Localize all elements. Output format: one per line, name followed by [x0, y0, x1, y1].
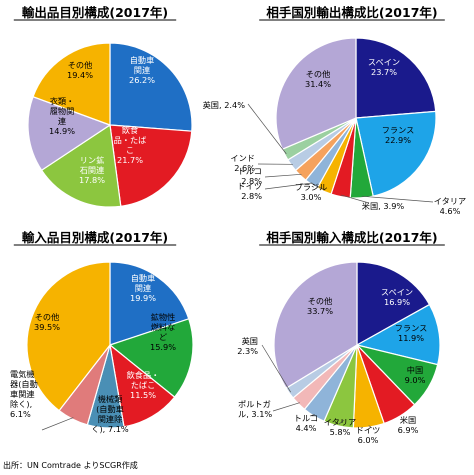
slice-label: 米国 6.9% [398, 415, 419, 435]
slice-label: 機械類(自動車関連除く), 7.1% [91, 394, 129, 434]
leader-line [247, 103, 287, 155]
slice-label: ブラジル 3.0% [295, 182, 328, 202]
leader-line [338, 419, 345, 425]
pie-slice [355, 37, 437, 119]
slice-label: トルコ 2.8% [238, 166, 263, 186]
slice-label: フランス 11.9% [395, 323, 428, 343]
slice-label: ドイツ 2.8% [237, 181, 262, 201]
leader-line [368, 425, 373, 429]
slice-label: 米国, 3.9% [362, 201, 405, 211]
slice-label: 英国, 2.4% [203, 100, 246, 110]
slice-label: インド 2.6% [230, 153, 255, 173]
pie-slice [275, 37, 357, 150]
pie-slice [355, 110, 437, 197]
pie-slice [40, 123, 122, 208]
slice-label: その他 39.5% [34, 312, 60, 332]
leader-line [361, 195, 434, 203]
slice-label: 電気機器(自動車関連除く), 6.1% [10, 369, 38, 419]
pie-slice [108, 318, 194, 398]
slice-label: その他 31.4% [305, 69, 331, 89]
pie-chart-4: 相手国別輸入構成比(2017年) スペイン 16.9% フランス 11.9% 中国 9.0%… [237, 230, 445, 445]
slice-label: リン鉱石関連 17.8% [79, 155, 105, 185]
leader-line [41, 417, 74, 431]
leader-line [261, 344, 291, 393]
chart-title: 相手国別輸入構成比(2017年) [266, 230, 437, 245]
slice-label: 自動車関連 26.2% [129, 55, 155, 85]
slice-label: イタリア 5.8% [324, 417, 356, 437]
slice-label: その他 33.7% [307, 296, 333, 316]
leader-line [310, 182, 325, 191]
slice-label: その他 19.4% [67, 60, 93, 80]
pie-slice [109, 124, 193, 207]
pie-slice [273, 261, 358, 389]
slice-label: 飲食品・たばこ 21.7% [114, 125, 147, 165]
slice-label: ポルトガル, 3.1% [238, 399, 272, 419]
pie-slice [109, 42, 193, 132]
chart-title: 輸出品目別構成(2017年) [22, 5, 168, 20]
pie-slice [32, 42, 111, 126]
source-note: 出所：UN Comtrade よりSCGR作成 [3, 460, 138, 470]
pie-slice [26, 261, 111, 412]
slice-label: 飲食品・たばこ 11.5% [127, 370, 160, 400]
slice-label: フランス 22.9% [382, 125, 415, 145]
leader-line [272, 402, 300, 412]
chart-title: 輸入品目別構成(2017年) [22, 230, 168, 245]
leader-line [309, 414, 315, 417]
pie-slice [356, 261, 431, 347]
slice-label: 自動車関連 19.9% [130, 273, 156, 303]
slice-label: 鉱物性燃料など 15.9% [150, 312, 176, 352]
leader-line [264, 182, 313, 190]
slice-label: 衣類・履物関連 14.9% [49, 96, 75, 136]
leader-line [340, 194, 370, 204]
pie-chart-1: 輸出品目別構成(2017年) 自動車関連 26.2% 飲食品・たばこ 21.7% リン鉱石… [13, 5, 193, 208]
slice-label: スペイン 16.9% [381, 287, 413, 307]
chart-title: 相手国別輸出構成比(2017年) [266, 5, 437, 20]
slice-label: イタリア 4.6% [434, 196, 466, 216]
pie-chart-2: 相手国別輸出構成比(2017年) スペイン 23.7% フランス 22.9% イタリア 4.… [203, 5, 467, 216]
slice-label: 中国 9.0% [405, 365, 426, 385]
leader-line [264, 173, 302, 178]
slice-label: スペイン 23.7% [368, 57, 400, 77]
slice-label: トルコ 4.4% [294, 413, 318, 433]
pie-slice [27, 95, 112, 172]
pie-chart-3: 輸入品目別構成(2017年) 自動車関連 19.9% 鉱物性燃料など 15.9% 飲食品・… [10, 230, 194, 434]
pie-slice [109, 261, 190, 346]
slice-label: ドイツ 6.0% [356, 425, 381, 445]
slice-label: 英国 2.3% [237, 336, 258, 356]
